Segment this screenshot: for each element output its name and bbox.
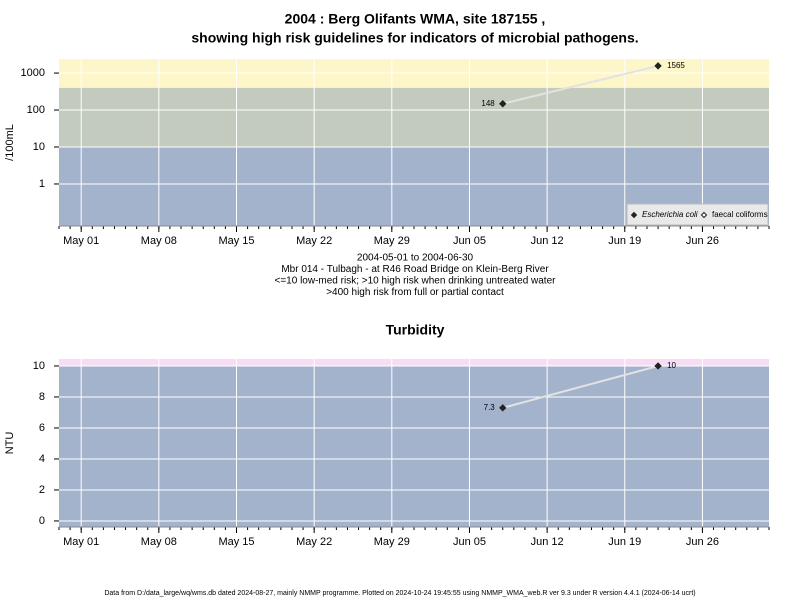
caption: <=10 low-med risk; >10 high risk when dr…	[275, 276, 557, 287]
risk-band	[59, 365, 769, 527]
data-label: 148	[481, 99, 495, 108]
x-tick-label: May 15	[218, 536, 254, 548]
chart-title: 2004 : Berg Olifants WMA, site 187155 ,	[285, 11, 546, 27]
legend-marker	[630, 211, 638, 219]
y-tick-label: 6	[39, 422, 45, 434]
x-tick-label: Jun 26	[686, 235, 719, 247]
caption: >400 high risk from full or partial cont…	[326, 287, 504, 298]
x-tick-label: May 01	[63, 536, 99, 548]
y-axis-label: /100mL	[4, 124, 16, 161]
x-tick-label: May 08	[141, 235, 177, 247]
data-label: 1565	[667, 61, 685, 70]
data-point	[654, 62, 662, 70]
y-tick-label: 1	[39, 178, 45, 190]
y-tick-label: 10	[33, 141, 45, 153]
y-tick-label: 100	[27, 104, 45, 116]
caption: 2004-05-01 to 2004-06-30	[357, 253, 474, 264]
series-line	[502, 64, 659, 105]
y-tick-label: 8	[39, 391, 45, 403]
chart-title: showing high risk guidelines for indicat…	[191, 30, 638, 46]
data-label: 10	[667, 361, 676, 370]
legend-label: Escherichia coli	[642, 210, 698, 219]
y-tick-label: 10	[33, 360, 45, 372]
legend-label: faecal coliforms	[712, 210, 768, 219]
chart-title: Turbidity	[386, 322, 445, 338]
x-tick-label: May 29	[374, 235, 410, 247]
data-point	[654, 362, 662, 370]
data-point	[499, 404, 507, 412]
y-tick-label: 0	[39, 515, 45, 527]
x-tick-label: Jun 05	[453, 536, 486, 548]
x-tick-label: Jun 12	[531, 536, 564, 548]
x-tick-label: Jun 05	[453, 235, 486, 247]
x-tick-label: May 22	[296, 235, 332, 247]
y-tick-label: 2	[39, 484, 45, 496]
y-axis-label: NTU	[4, 432, 16, 455]
x-tick-label: May 08	[141, 536, 177, 548]
x-tick-label: May 01	[63, 235, 99, 247]
x-tick-label: Jun 19	[608, 536, 641, 548]
data-point	[499, 100, 507, 108]
caption: Mbr 014 - Tulbagh - at R46 Road Bridge o…	[281, 264, 549, 275]
y-tick-label: 1000	[21, 67, 45, 79]
x-tick-label: May 22	[296, 536, 332, 548]
risk-band	[59, 87, 769, 148]
series-line	[502, 365, 659, 409]
x-tick-label: May 29	[374, 536, 410, 548]
x-tick-label: May 15	[218, 235, 254, 247]
footer: Data from D:/data_large/wq/wms.db dated …	[104, 590, 695, 597]
data-label: 7.3	[484, 403, 496, 412]
legend-box	[626, 203, 769, 226]
x-tick-label: Jun 26	[686, 536, 719, 548]
x-tick-label: Jun 12	[531, 235, 564, 247]
y-tick-label: 4	[39, 453, 45, 465]
risk-band	[59, 359, 769, 366]
legend-marker	[700, 211, 708, 219]
x-tick-label: Jun 19	[608, 235, 641, 247]
